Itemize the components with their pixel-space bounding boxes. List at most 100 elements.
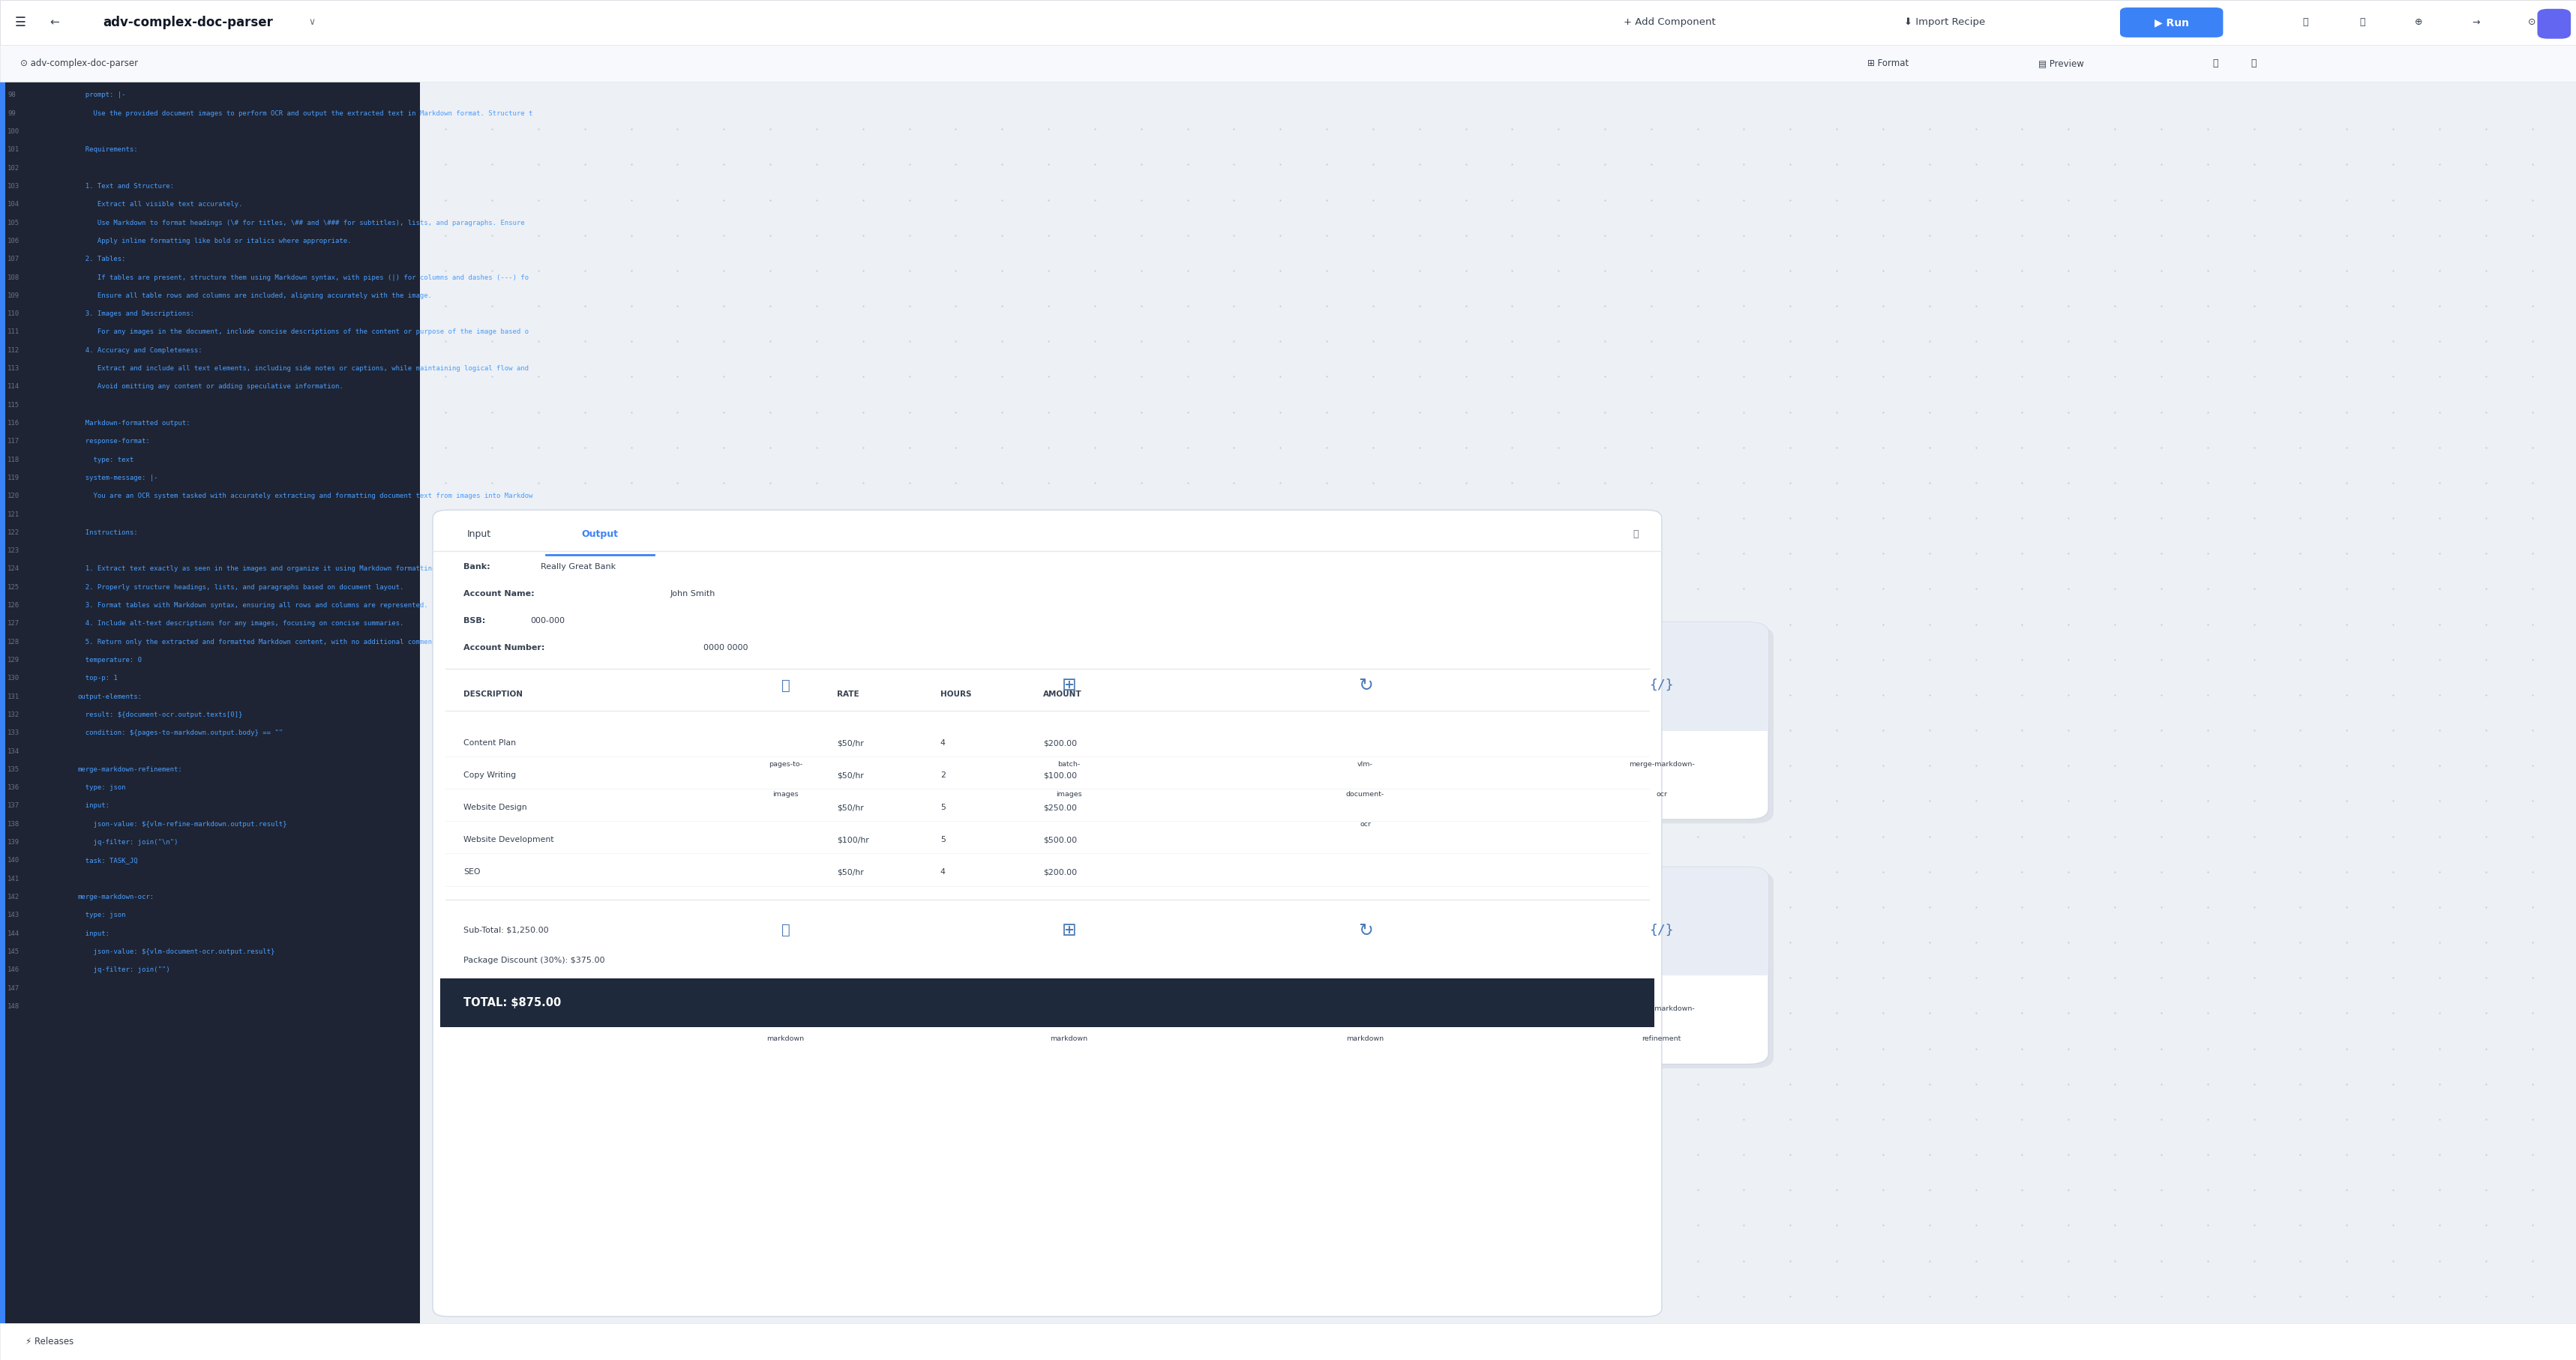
Text: 4. Accuracy and Completeness:: 4. Accuracy and Completeness:	[77, 347, 204, 354]
Text: refinement: refinement	[1641, 1035, 1682, 1042]
Bar	[1260, 942, 1473, 975]
Text: SEO: SEO	[464, 869, 482, 876]
Text: 101: 101	[8, 147, 21, 154]
Text: Bank:: Bank:	[464, 563, 489, 571]
Text: 133: 133	[8, 730, 21, 736]
Text: top-p: 1: top-p: 1	[77, 675, 118, 681]
Text: HOURS: HOURS	[940, 691, 971, 698]
Text: ⤢: ⤢	[2213, 58, 2218, 68]
Text: + Add Component: + Add Component	[1623, 18, 1716, 27]
Text: →: →	[2470, 18, 2481, 27]
Text: 113: 113	[8, 366, 21, 371]
Text: 2. Properly structure headings, lists, and paragraphs based on document layout.: 2. Properly structure headings, lists, a…	[77, 583, 404, 590]
Text: For any images in the document, include concise descriptions of the content or p: For any images in the document, include …	[77, 329, 528, 336]
Text: 127: 127	[8, 620, 21, 627]
Text: 141: 141	[8, 876, 21, 883]
Text: merge-markdown-refinement:: merge-markdown-refinement:	[77, 766, 183, 772]
Text: ←: ←	[49, 16, 59, 29]
Text: pages-to-: pages-to-	[768, 760, 804, 767]
Text: batch-: batch-	[1059, 760, 1079, 767]
Text: Extract all visible text accurately.: Extract all visible text accurately.	[77, 201, 242, 208]
Text: 126: 126	[8, 602, 21, 609]
Text: $50/hr: $50/hr	[837, 740, 863, 747]
Text: 145: 145	[8, 948, 21, 955]
FancyBboxPatch shape	[2120, 7, 2223, 37]
Bar	[420, 82, 2576, 1323]
Text: Sub-Total: $1,250.00: Sub-Total: $1,250.00	[464, 926, 549, 934]
Text: merge-markdown-: merge-markdown-	[1628, 1005, 1695, 1012]
FancyBboxPatch shape	[969, 872, 1180, 1069]
Text: adv-complex-doc-parser: adv-complex-doc-parser	[103, 16, 273, 29]
Text: 120: 120	[8, 492, 21, 499]
Text: markdown: markdown	[768, 1035, 804, 1042]
Circle shape	[438, 680, 592, 762]
Text: ⤢: ⤢	[1633, 529, 1638, 540]
Text: 138: 138	[8, 821, 21, 827]
Text: ⚡ Releases: ⚡ Releases	[26, 1337, 75, 1346]
Text: 📄: 📄	[781, 923, 791, 937]
Text: 134: 134	[8, 748, 21, 755]
Text: input:: input:	[77, 802, 111, 809]
Text: 102: 102	[8, 165, 21, 171]
Text: 124: 124	[8, 566, 21, 573]
Text: 114: 114	[8, 384, 21, 390]
FancyBboxPatch shape	[963, 623, 1177, 819]
FancyBboxPatch shape	[1260, 868, 1473, 975]
Text: document-: document-	[1347, 790, 1383, 797]
Bar	[0, 82, 420, 1323]
Text: merge-markdown-: merge-markdown-	[1628, 760, 1695, 767]
Text: 106: 106	[8, 238, 21, 245]
Text: task: TASK_JQ: task: TASK_JQ	[77, 857, 137, 864]
FancyBboxPatch shape	[2537, 8, 2571, 38]
FancyBboxPatch shape	[1561, 626, 1772, 824]
Text: 125: 125	[8, 583, 21, 590]
Text: output-elements:: output-elements:	[77, 694, 142, 700]
Bar	[680, 698, 894, 730]
Text: 119: 119	[8, 475, 21, 481]
Text: $100.00: $100.00	[1043, 771, 1077, 779]
Text: 146: 146	[8, 967, 21, 974]
Text: Requirements:: Requirements:	[77, 147, 137, 154]
Text: ↻: ↻	[1358, 921, 1373, 940]
Text: Extract and include all text elements, including side notes or captions, while m: Extract and include all text elements, i…	[77, 366, 528, 371]
Text: ⊞: ⊞	[1061, 676, 1077, 695]
Text: 144: 144	[8, 930, 21, 937]
FancyBboxPatch shape	[1260, 623, 1473, 819]
FancyBboxPatch shape	[685, 626, 899, 824]
Text: $200.00: $200.00	[1043, 869, 1077, 876]
Text: {/}: {/}	[1649, 679, 1674, 692]
Text: 128: 128	[8, 639, 21, 645]
FancyBboxPatch shape	[969, 626, 1180, 824]
FancyBboxPatch shape	[680, 623, 894, 730]
FancyBboxPatch shape	[1556, 868, 1770, 975]
Text: json-value: ${vlm-refine-markdown.output.result}: json-value: ${vlm-refine-markdown.output…	[77, 821, 286, 827]
Text: 129: 129	[8, 657, 21, 664]
Bar	[0, 1323, 2576, 1360]
Text: 000-000: 000-000	[531, 617, 564, 624]
Bar	[680, 942, 894, 975]
Bar	[1260, 698, 1473, 730]
Bar	[1556, 698, 1770, 730]
Text: Input: Input	[466, 529, 492, 540]
Text: 103: 103	[8, 184, 21, 189]
Text: temperature: 0: temperature: 0	[77, 657, 142, 664]
Text: 109: 109	[8, 292, 21, 299]
Text: ⚑: ⚑	[507, 959, 523, 972]
Text: 5: 5	[940, 804, 945, 812]
Text: $50/hr: $50/hr	[837, 771, 863, 779]
Text: Content Plan: Content Plan	[464, 740, 515, 747]
Text: type: json: type: json	[77, 785, 126, 792]
Text: vlm-refine-: vlm-refine-	[1345, 1005, 1386, 1012]
Text: 131: 131	[8, 694, 21, 700]
Text: 108: 108	[8, 275, 21, 280]
Text: images: images	[773, 790, 799, 797]
Text: $50/hr: $50/hr	[837, 869, 863, 876]
Text: batch-: batch-	[1059, 1005, 1079, 1012]
Text: jq-filter: join("\n"): jq-filter: join("\n")	[77, 839, 178, 846]
Text: ↻: ↻	[1358, 676, 1373, 695]
Text: 4: 4	[940, 869, 945, 876]
Text: Account Number:: Account Number:	[464, 645, 546, 651]
Text: 139: 139	[8, 839, 21, 846]
Text: 123: 123	[8, 548, 21, 554]
Text: 148: 148	[8, 1004, 21, 1009]
